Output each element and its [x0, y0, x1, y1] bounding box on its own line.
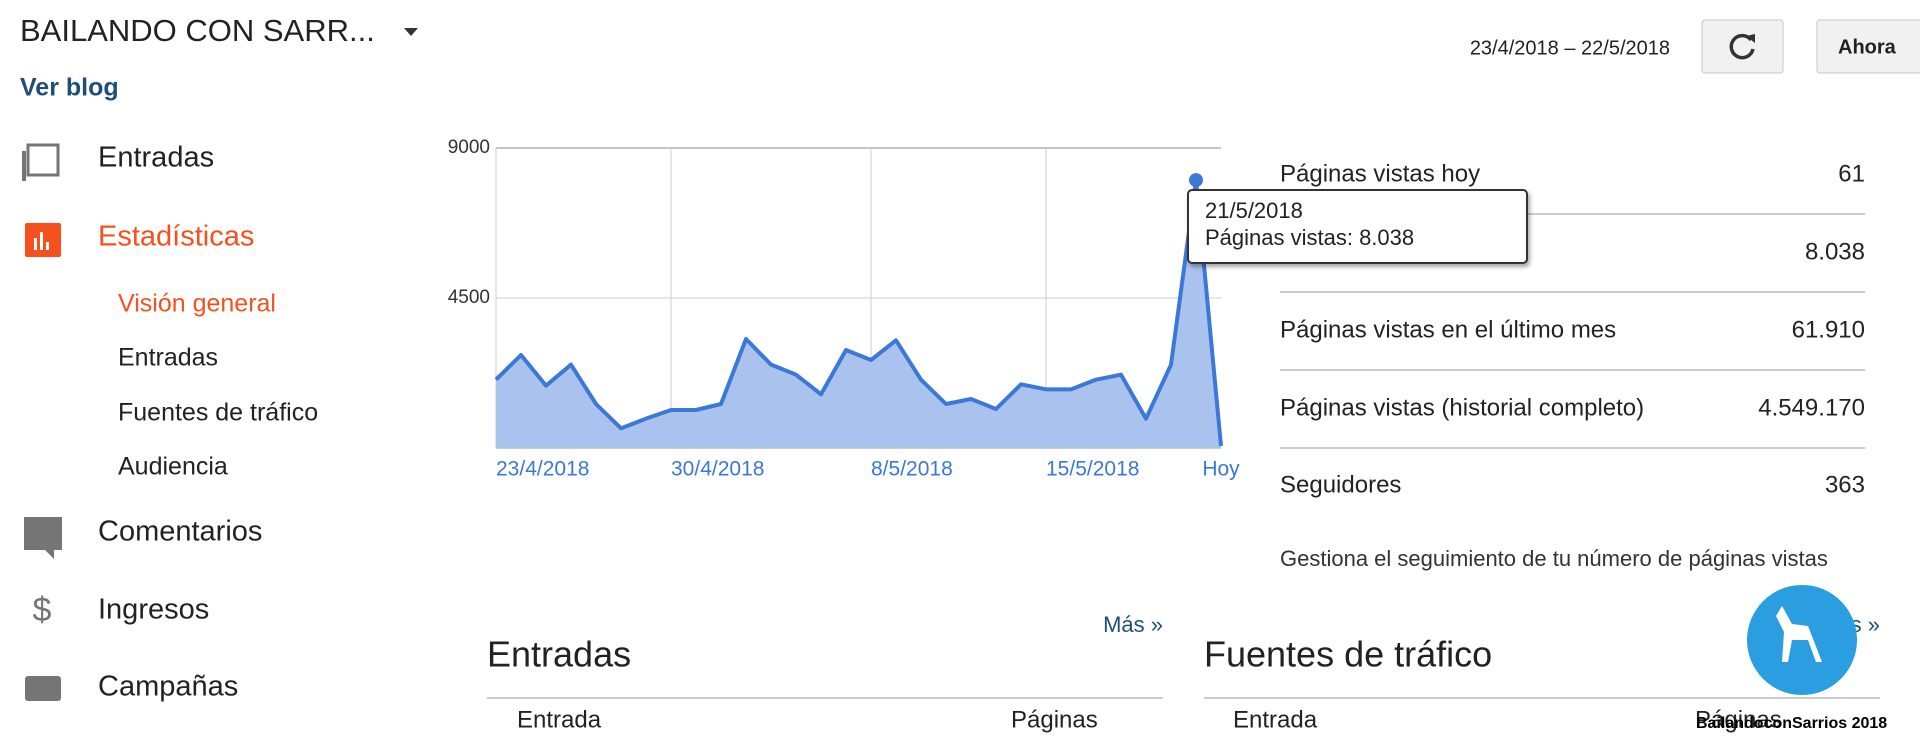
- stat-value: 61: [1838, 160, 1865, 187]
- stat-value: 61.910: [1792, 316, 1865, 343]
- section-title: Fuentes de tráfico: [1204, 634, 1492, 675]
- section-title: Entradas: [487, 634, 631, 675]
- refresh-button[interactable]: [1701, 19, 1784, 74]
- tooltip-date: 21/5/2018: [1205, 198, 1303, 223]
- now-button[interactable]: [1816, 19, 1920, 74]
- x-tick-label[interactable]: 23/4/2018: [496, 458, 589, 481]
- column-header: Entrada: [517, 706, 602, 733]
- dropdown-arrow[interactable]: [404, 28, 418, 36]
- stat-label: Seguidores: [1280, 471, 1401, 498]
- x-tick-label[interactable]: Hoy: [1202, 458, 1240, 481]
- stats-footer-link[interactable]: Gestiona el seguimiento de tu número de …: [1280, 546, 1828, 571]
- stat-value: 363: [1825, 471, 1865, 498]
- watermark: BailandoconSarrios 2018: [1696, 715, 1887, 732]
- now-button-label[interactable]: Ahora: [1838, 36, 1897, 58]
- nav-subitem[interactable]: Fuentes de tráfico: [118, 399, 318, 427]
- refresh-icon: [1729, 33, 1755, 60]
- date-range[interactable]: 23/4/2018 – 22/5/2018: [1470, 37, 1670, 59]
- posts-icon: [26, 143, 60, 177]
- stats-icon-bar: [46, 242, 49, 250]
- stat-value: 4.549.170: [1758, 394, 1865, 421]
- logo-goat: [1776, 606, 1822, 662]
- nav-subitem[interactable]: Visión general: [118, 290, 276, 318]
- line: [494, 178, 1223, 447]
- x-tick-label[interactable]: 15/5/2018: [1046, 458, 1139, 481]
- earnings-icon: $: [33, 591, 52, 629]
- nav-subitem[interactable]: Entradas: [118, 344, 218, 372]
- y-tick-label: 4500: [448, 287, 490, 308]
- nav-item[interactable]: Campañas: [98, 671, 238, 703]
- stats-icon-bar: [34, 238, 37, 250]
- highlight-point[interactable]: [1189, 173, 1203, 188]
- stat-label: Páginas vistas en el último mes: [1280, 316, 1616, 343]
- area-fill: [496, 180, 1221, 449]
- tooltip-text: Páginas vistas: 8.038: [1205, 225, 1414, 250]
- stat-value: 8.038: [1805, 238, 1865, 265]
- posts-icon-back: [22, 151, 26, 181]
- comments-icon: [24, 517, 62, 559]
- y-tick-label: 9000: [448, 137, 490, 158]
- nav-item[interactable]: Estadísticas: [98, 221, 254, 253]
- column-header: Páginas: [1011, 706, 1098, 733]
- blog-title[interactable]: BAILANDO CON SARR...: [20, 13, 375, 48]
- campaigns-icon: [25, 676, 61, 701]
- x-tick-label[interactable]: 30/4/2018: [671, 458, 764, 481]
- nav-item[interactable]: Ingresos: [98, 594, 209, 626]
- column-header: Entrada: [1233, 706, 1318, 733]
- tooltip: [1187, 189, 1528, 264]
- view-blog-link[interactable]: Ver blog: [20, 74, 119, 102]
- x-tick-label[interactable]: 8/5/2018: [871, 458, 953, 481]
- stats-icon-bar: [40, 232, 43, 250]
- more-link[interactable]: Más »: [1103, 612, 1163, 637]
- nav-item[interactable]: Comentarios: [98, 516, 262, 548]
- stat-label: Páginas vistas (historial completo): [1280, 394, 1644, 421]
- nav-icons: $: [22, 143, 62, 701]
- nav-item[interactable]: Entradas: [98, 142, 214, 174]
- stat-label: Páginas vistas hoy: [1280, 160, 1480, 187]
- column-header: Páginas: [1695, 706, 1782, 733]
- refresh-icon-arrow: [1746, 34, 1755, 43]
- nav-subitem[interactable]: Audiencia: [118, 453, 228, 481]
